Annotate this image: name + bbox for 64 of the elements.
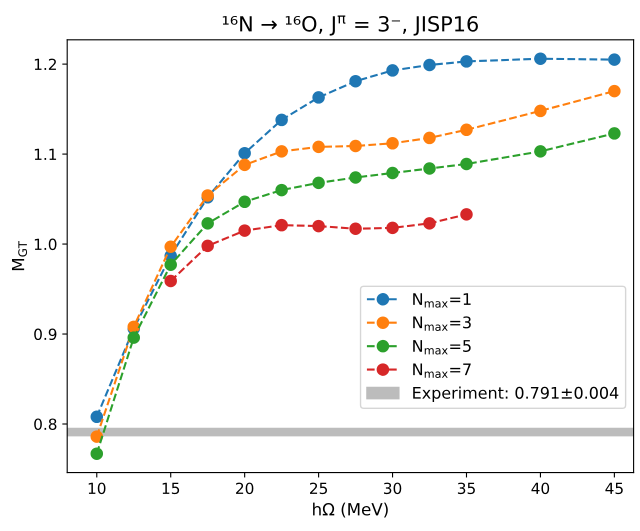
point — [534, 145, 547, 158]
point — [608, 53, 621, 66]
point — [608, 84, 621, 98]
x-tick-label: 15 — [162, 482, 180, 494]
legend-label: N$_{max}$=7 — [413, 364, 471, 378]
point — [238, 224, 251, 237]
point — [460, 55, 473, 68]
y-tick-label: 0.9 — [34, 328, 56, 340]
legend-label: N$_{max}$=3 — [413, 316, 471, 331]
x-tick-label: 45 — [605, 482, 623, 494]
point — [90, 447, 104, 460]
point — [275, 114, 288, 126]
point — [164, 240, 177, 254]
y-tick-label: 0.8 — [34, 418, 56, 430]
point — [275, 184, 288, 196]
point — [608, 127, 621, 140]
point — [164, 258, 177, 272]
x-tick-label: 20 — [236, 482, 254, 494]
y-tick-label: 1.2 — [34, 58, 56, 70]
point — [90, 430, 104, 443]
point — [534, 52, 547, 65]
point — [349, 74, 362, 88]
point — [275, 145, 288, 158]
point — [312, 176, 325, 190]
point — [349, 222, 362, 236]
y-tick-label: 1.0 — [34, 238, 56, 250]
point — [534, 104, 547, 118]
chart-title: ¹⁶N → ¹⁶O, J$^{π}$ = 3⁻, JISP16 — [222, 15, 478, 36]
point — [386, 222, 399, 234]
point — [460, 208, 473, 221]
point — [386, 64, 399, 77]
point — [423, 162, 436, 175]
point — [275, 218, 288, 232]
point — [128, 331, 140, 344]
point — [460, 124, 473, 136]
point — [312, 220, 325, 232]
point — [238, 196, 251, 208]
point — [164, 274, 177, 288]
legend-label: N$_{max}$=5 — [413, 340, 471, 355]
y-tick-label: 1.1 — [34, 148, 56, 160]
x-tick-label: 30 — [384, 482, 402, 494]
point — [349, 140, 362, 152]
point — [423, 217, 436, 230]
point — [423, 132, 436, 144]
x-tick-label: 40 — [531, 482, 550, 494]
point — [423, 58, 436, 72]
point — [201, 240, 214, 252]
point — [349, 171, 362, 184]
x-tick-label: 25 — [310, 482, 327, 494]
legend-label: N$_{max}$=1 — [413, 293, 471, 308]
y-axis-title: M$_{GT}$ — [12, 241, 28, 270]
point — [312, 91, 325, 104]
x-tick-label: 35 — [458, 482, 475, 494]
point — [386, 137, 399, 150]
legend-label: Experiment: 0.791±0.004 — [413, 386, 618, 402]
point — [460, 158, 473, 170]
point — [386, 166, 399, 180]
point — [201, 217, 214, 230]
point — [90, 410, 104, 424]
x-tick-label: 10 — [88, 482, 106, 494]
point — [238, 146, 251, 160]
point — [238, 158, 251, 172]
x-axis-title: hΩ (MeV) — [313, 502, 388, 518]
point — [312, 140, 325, 154]
